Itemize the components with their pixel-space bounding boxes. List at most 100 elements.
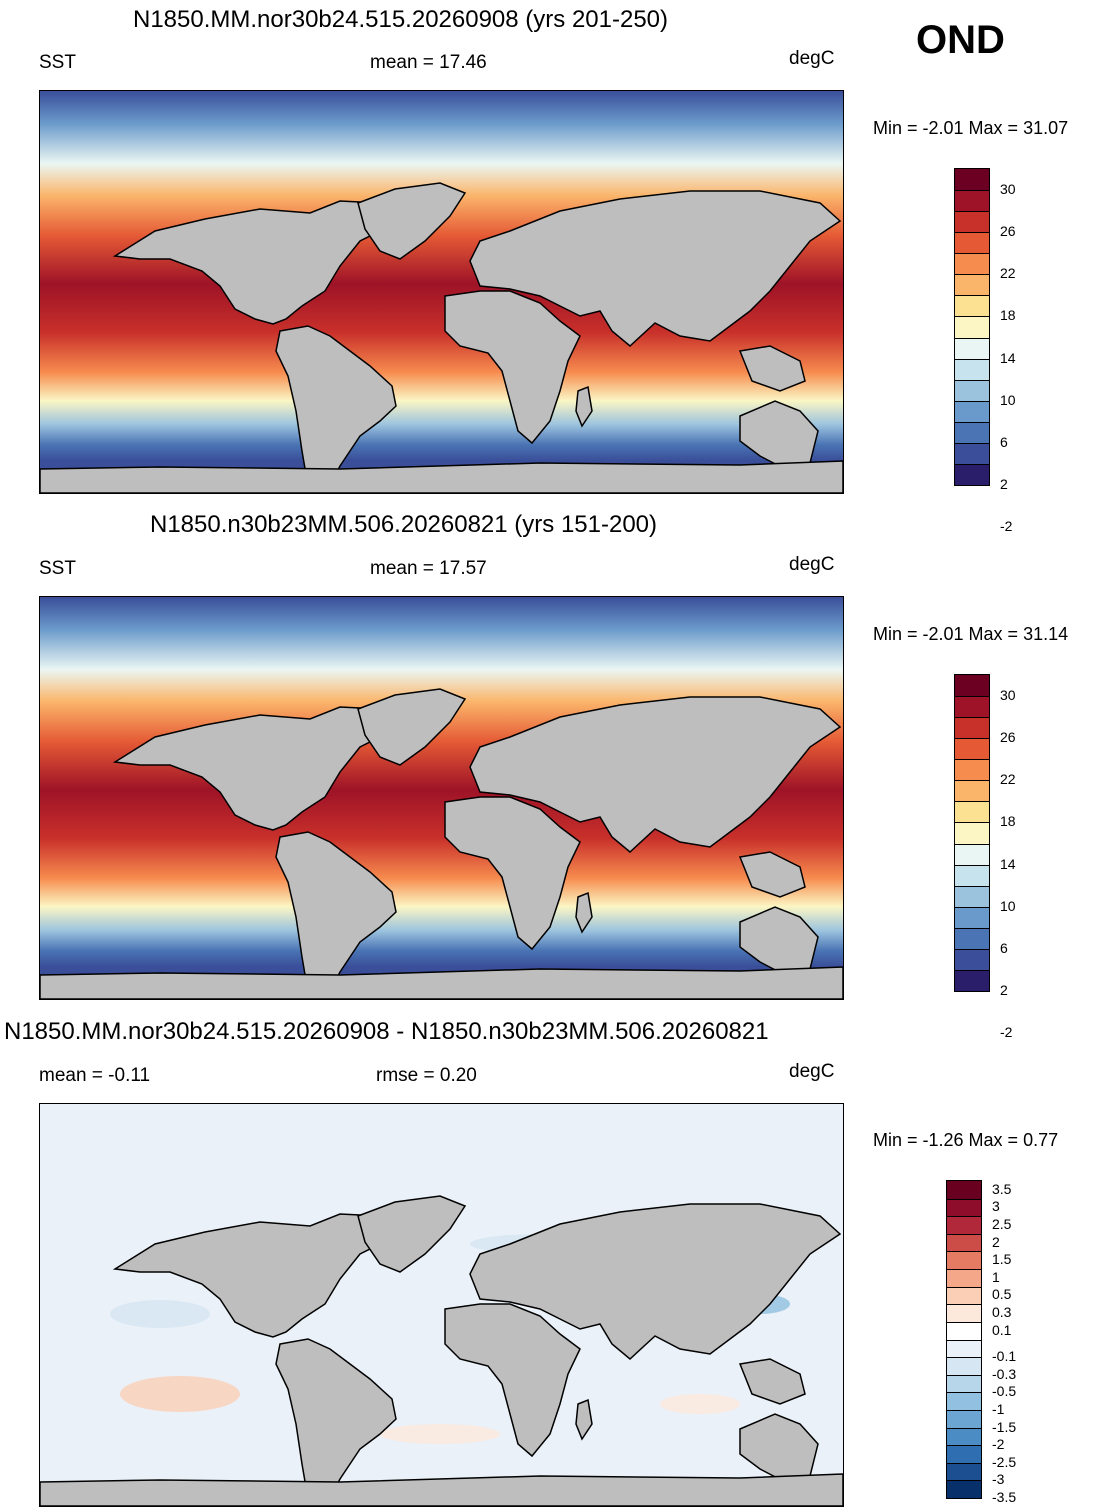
colorbar-swatch bbox=[947, 1198, 981, 1217]
landmass bbox=[357, 1195, 467, 1273]
colorbar-swatch bbox=[955, 780, 989, 802]
colorbar-swatch bbox=[947, 1339, 981, 1358]
colorbar-swatch bbox=[947, 1286, 981, 1305]
colorbar-swatch bbox=[955, 948, 989, 970]
colorbar-swatch bbox=[955, 253, 989, 275]
colorbar-swatch bbox=[947, 1304, 981, 1322]
colorbar-swatch bbox=[955, 843, 989, 865]
colorbar-swatch bbox=[947, 1181, 981, 1199]
colorbar-tick-label: 1.5 bbox=[992, 1251, 1012, 1268]
landmass bbox=[40, 966, 843, 999]
min-max-label: Min = -2.01 Max = 31.14 bbox=[873, 624, 1069, 644]
landmass bbox=[275, 325, 397, 493]
colorbar-swatch bbox=[955, 969, 989, 991]
landmass bbox=[444, 290, 581, 445]
difference-map bbox=[39, 1103, 844, 1507]
colorbar-swatch bbox=[955, 801, 989, 823]
units-label: degC bbox=[789, 48, 835, 69]
landmass bbox=[112, 200, 402, 325]
landmass bbox=[738, 851, 806, 898]
colorbar-swatch bbox=[955, 442, 989, 464]
min-max-label: Min = -2.01 Max = 31.07 bbox=[873, 118, 1069, 138]
colorbar-swatch bbox=[955, 232, 989, 254]
colorbar-tick-label: -2.5 bbox=[992, 1453, 1017, 1470]
panel-title: N1850.n30b23MM.506.20260821 (yrs 151-200… bbox=[150, 511, 658, 538]
colorbar-tick-label: 22 bbox=[1000, 771, 1016, 788]
difference-colorbar bbox=[946, 1180, 982, 1499]
colorbar-tick-label: -2 bbox=[1000, 518, 1013, 535]
colorbar-tick-label: -1 bbox=[992, 1400, 1005, 1417]
colorbar-tick-label: 30 bbox=[1000, 687, 1016, 704]
colorbar-swatch bbox=[955, 400, 989, 422]
units-label: degC bbox=[789, 554, 835, 575]
rmse-label: rmse = 0.20 bbox=[376, 1065, 477, 1086]
colorbar-swatch bbox=[947, 1427, 981, 1446]
colorbar-swatch bbox=[947, 1216, 981, 1234]
colorbar-tick-label: 18 bbox=[1000, 307, 1016, 324]
colorbar-swatch bbox=[955, 421, 989, 443]
colorbar-tick-label: -3 bbox=[992, 1471, 1005, 1488]
colorbar-swatch bbox=[955, 696, 989, 718]
colorbar-tick-label: -1.5 bbox=[992, 1418, 1017, 1435]
mean-label: mean = 17.46 bbox=[370, 52, 487, 73]
colorbar-swatch bbox=[955, 379, 989, 401]
colorbar-tick-label: 30 bbox=[1000, 181, 1016, 198]
landmass bbox=[469, 190, 842, 347]
colorbar-swatch bbox=[955, 337, 989, 359]
colorbar-tick-label: 22 bbox=[1000, 265, 1016, 282]
colorbar-swatch bbox=[947, 1321, 981, 1340]
colorbar-tick-label: 0.1 bbox=[992, 1321, 1012, 1338]
colorbar-swatch bbox=[955, 717, 989, 739]
colorbar-swatch bbox=[947, 1409, 981, 1428]
colorbar-tick-label: -2 bbox=[992, 1436, 1005, 1453]
colorbar-tick-label: 0.3 bbox=[992, 1304, 1012, 1321]
colorbar-swatch bbox=[947, 1462, 981, 1481]
colorbar-tick-label: 10 bbox=[1000, 897, 1016, 914]
colorbar-tick-label: -2 bbox=[1000, 1024, 1013, 1041]
colorbar-tick-label: -0.5 bbox=[992, 1383, 1017, 1400]
sst-colorbar bbox=[954, 674, 990, 992]
colorbar-swatch bbox=[955, 885, 989, 907]
landmass bbox=[738, 1358, 806, 1405]
colorbar-swatch bbox=[947, 1233, 981, 1252]
colorbar-swatch bbox=[947, 1357, 981, 1375]
colorbar-swatch bbox=[955, 864, 989, 886]
panel-title: N1850.MM.nor30b24.515.20260908 - N1850.n… bbox=[4, 1018, 769, 1045]
landmass bbox=[738, 345, 806, 392]
colorbar-tick-label: 6 bbox=[1000, 433, 1008, 450]
colorbar-tick-label: 0.5 bbox=[992, 1286, 1012, 1303]
sst-map-case1 bbox=[39, 90, 844, 494]
landmass bbox=[357, 182, 467, 260]
landmass bbox=[40, 1473, 843, 1506]
colorbar-swatch bbox=[947, 1480, 981, 1498]
colorbar-swatch bbox=[947, 1392, 981, 1410]
landmass bbox=[112, 706, 402, 831]
colorbar-tick-label: -0.1 bbox=[992, 1348, 1017, 1365]
map-canvas bbox=[40, 597, 843, 999]
colorbar-swatch bbox=[955, 295, 989, 317]
colorbar-tick-label: 14 bbox=[1000, 855, 1016, 872]
colorbar-swatch bbox=[947, 1251, 981, 1270]
colorbar-swatch bbox=[955, 211, 989, 233]
colorbar-swatch bbox=[955, 759, 989, 781]
colorbar-tick-label: -0.3 bbox=[992, 1365, 1017, 1382]
colorbar-tick-label: 2 bbox=[1000, 982, 1008, 998]
sst-map-case2 bbox=[39, 596, 844, 1000]
colorbar-swatch bbox=[955, 316, 989, 338]
landmass bbox=[40, 460, 843, 493]
landmass bbox=[444, 796, 581, 951]
map-canvas bbox=[40, 91, 843, 493]
variable-label: SST bbox=[39, 558, 76, 579]
colorbar-swatch bbox=[947, 1374, 981, 1393]
map-canvas bbox=[40, 1104, 843, 1506]
colorbar-tick-label: 3.5 bbox=[992, 1180, 1012, 1197]
variable-label: SST bbox=[39, 52, 76, 73]
colorbar-tick-label: 1 bbox=[992, 1268, 1000, 1285]
landmass bbox=[469, 696, 842, 853]
colorbar-tick-label: 2.5 bbox=[992, 1216, 1012, 1233]
units-label: degC bbox=[789, 1061, 835, 1082]
colorbar-tick-label: 14 bbox=[1000, 349, 1016, 366]
colorbar-tick-label: -3.5 bbox=[992, 1489, 1017, 1505]
colorbar-tick-label: 2 bbox=[1000, 476, 1008, 492]
colorbar-swatch bbox=[955, 358, 989, 380]
